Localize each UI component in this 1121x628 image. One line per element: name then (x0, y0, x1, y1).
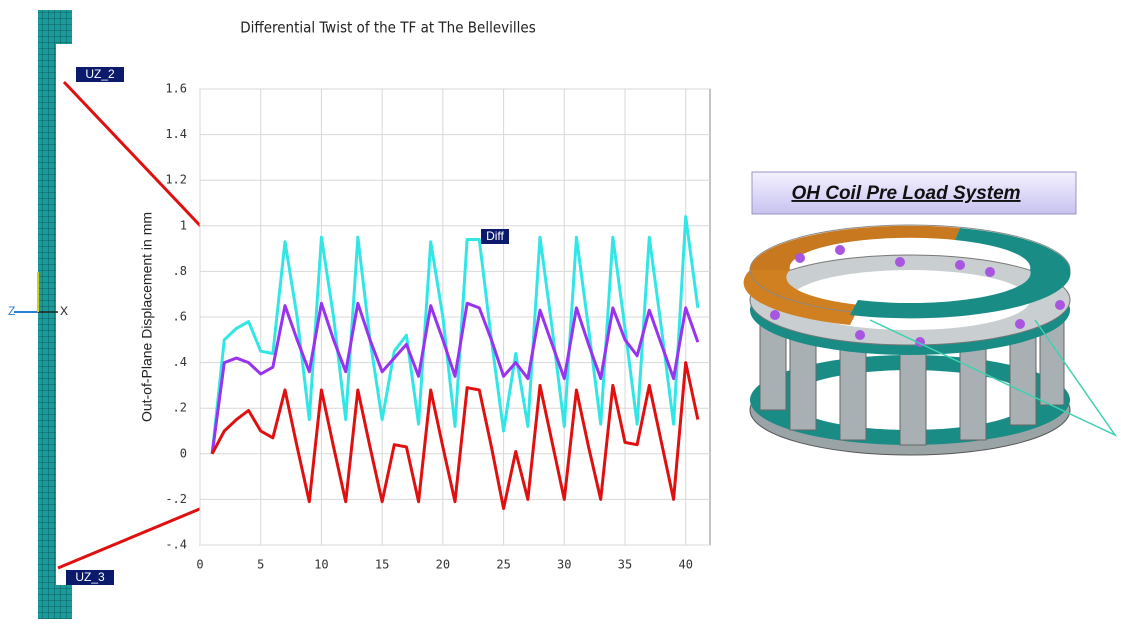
mesh-model (14, 10, 72, 619)
y-tick-label: 0 (180, 446, 187, 460)
chart: Differential Twist of the TF at The Bell… (139, 19, 711, 572)
x-tick-label: 0 (196, 558, 203, 572)
y-tick-label: .4 (173, 355, 187, 369)
y-tick-label: 1 (180, 218, 187, 232)
x-tick-label: 15 (375, 558, 389, 572)
coil-model (743, 224, 1118, 456)
title-box (751, 171, 1077, 215)
axis-label: X (60, 304, 68, 318)
y-tick-label: .2 (173, 401, 187, 415)
node-tag (66, 570, 114, 585)
y-tick-label: 1.4 (165, 127, 187, 141)
series-line (210, 301, 700, 454)
x-tick-label: 40 (678, 558, 692, 572)
node-label: UZ_2 (85, 67, 115, 81)
x-tick-label: 35 (618, 558, 632, 572)
node-tag (76, 67, 124, 82)
y-tick-label: .8 (173, 264, 187, 278)
y-tick-label: .6 (173, 310, 187, 324)
axis-label: Z (8, 304, 15, 318)
model-title: OH Coil Pre Load System (791, 183, 1020, 204)
series-line (210, 361, 700, 511)
x-tick-label: 20 (436, 558, 450, 572)
annotation-box (481, 229, 509, 244)
annotation: Diff (486, 229, 504, 243)
node-label: UZ_3 (75, 570, 105, 584)
x-tick-label: 10 (314, 558, 328, 572)
x-tick-label: 30 (557, 558, 571, 572)
x-tick-label: 25 (496, 558, 510, 572)
y-tick-label: 1.6 (165, 82, 187, 96)
y-tick-label: 1.2 (165, 173, 187, 187)
chart-title: Differential Twist of the TF at The Bell… (240, 19, 535, 37)
series-line (210, 215, 700, 454)
x-tick-label: 5 (257, 558, 264, 572)
y-tick-label: -.2 (165, 492, 187, 506)
y-tick-label: -.4 (165, 538, 187, 552)
y-axis-label: Out-of-Plane Displacement in mm (139, 212, 155, 422)
